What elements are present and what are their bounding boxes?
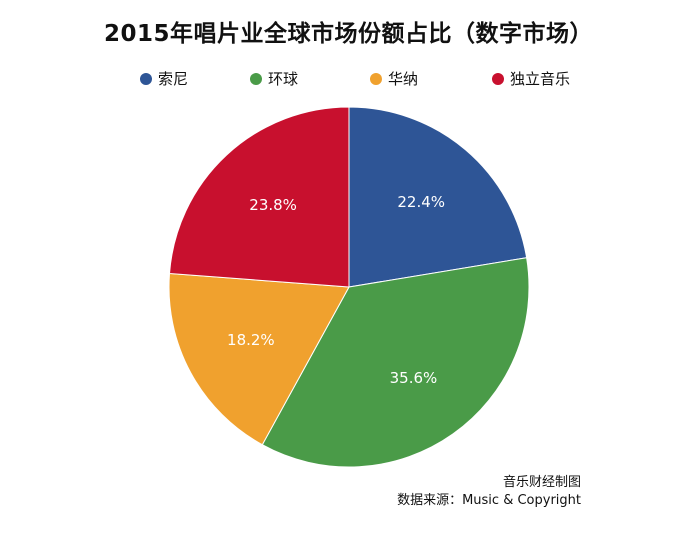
legend-item-sony: 索尼 — [140, 68, 188, 89]
slice-label-warner: 18.2% — [227, 331, 275, 349]
legend-label-warner: 华纳 — [388, 70, 419, 88]
chart-title: 2015年唱片业全球市场份额占比（数字市场） — [103, 21, 593, 47]
slice-label-indie: 23.8% — [249, 196, 297, 214]
legend-item-universal: 环球 — [250, 68, 298, 89]
legend-dot-universal — [250, 72, 262, 85]
legend-dot-indie — [492, 72, 504, 85]
legend-label-indie: 独立音乐 — [510, 70, 571, 88]
footer-credit: 音乐财经制图 — [502, 475, 581, 490]
pie-slice-sony — [348, 106, 528, 288]
pie-slice-universal — [261, 257, 530, 468]
pie-slice-indie — [168, 106, 350, 288]
legend-dot-warner — [370, 72, 382, 85]
slice-label-sony: 22.4% — [397, 193, 445, 211]
legend-item-warner: 华纳 — [370, 68, 418, 89]
legend-label-universal: 环球 — [268, 70, 299, 88]
slice-label-universal: 35.6% — [390, 369, 438, 387]
legend: 索尼 环球 华纳 独立音乐 — [140, 68, 580, 90]
pie-slice-warner — [168, 272, 350, 446]
legend-item-indie: 独立音乐 — [492, 68, 570, 89]
footer: 音乐财经制图 数据来源：Music & Copyright — [397, 474, 581, 510]
legend-label-sony: 索尼 — [158, 70, 189, 88]
legend-dot-sony — [140, 72, 152, 85]
footer-source: 数据来源：Music & Copyright — [397, 493, 581, 508]
